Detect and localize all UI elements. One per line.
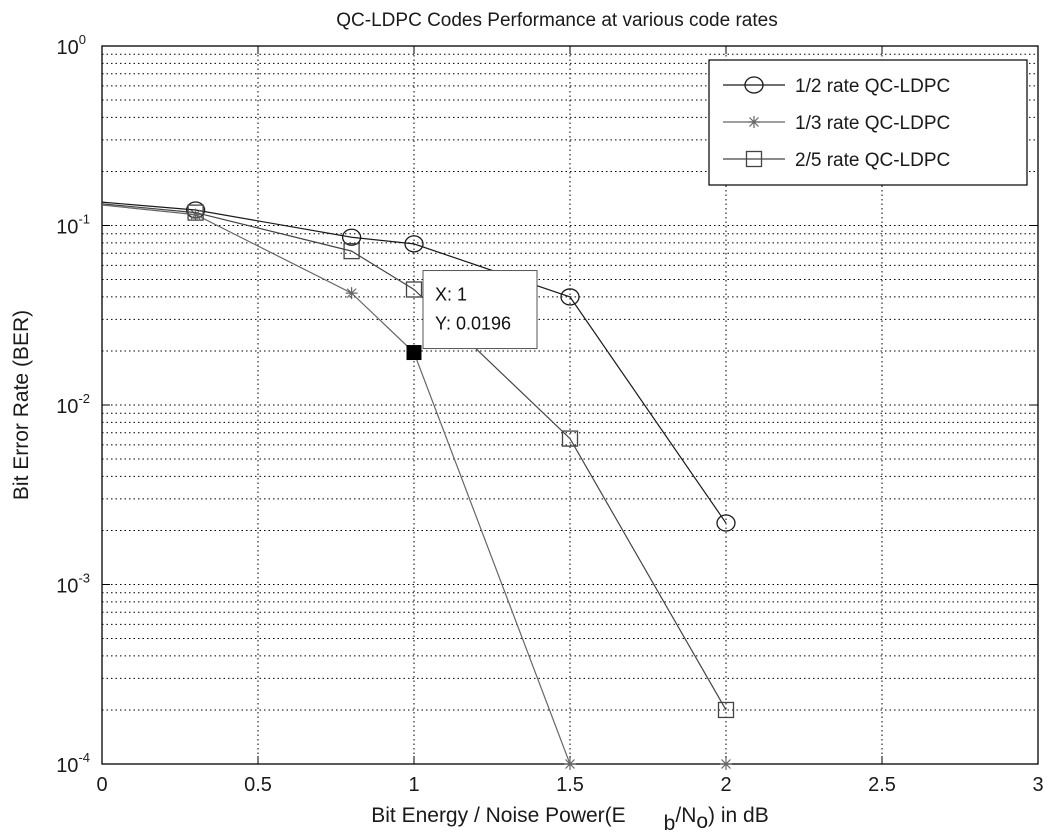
data-point — [189, 208, 202, 221]
x-axis-label-sub-o: o — [696, 810, 708, 833]
y-tick-label: 100 — [57, 32, 86, 59]
data-point — [716, 514, 736, 532]
legend-marker — [748, 116, 760, 128]
y-tick-label: 10-2 — [56, 391, 90, 418]
series-line — [101, 203, 727, 711]
data-point — [187, 204, 204, 221]
series-3 — [101, 203, 735, 719]
x-axis-label-sub-b: b — [664, 812, 676, 835]
y-axis-label: Bit Error Rate (BER) — [10, 310, 33, 500]
y-tick-label: 10-4 — [56, 750, 90, 777]
data-point — [560, 288, 580, 306]
legend-label: 1/3 rate QC-LDPC — [795, 113, 950, 134]
data-point — [405, 281, 423, 298]
datatip[interactable]: X: 1 Y: 0.0196 — [406, 270, 538, 361]
data-point — [720, 758, 732, 770]
data-point — [717, 701, 735, 719]
datatip-point-marker — [406, 345, 422, 361]
legend-marker — [744, 76, 764, 94]
x-axis-label: Bit Energy / Noise Power(E b/No) in dB — [371, 804, 769, 835]
series — [101, 201, 736, 770]
legend: 1/2 rate QC-LDPC 1/3 rate QC-LDPC 2/5 rate… — [708, 59, 1028, 186]
datatip-x-text: X: 1 — [435, 285, 467, 305]
x-axis-label-prefix: Bit Energy / Noise Power(E — [371, 804, 625, 827]
x-tick-label: 3 — [1032, 774, 1043, 796]
axis-ticks: 0 0.5 1 1.5 2 2.5 3 100 10-1 10-2 10-3 10-4 — [56, 32, 1043, 796]
data-point — [345, 287, 358, 300]
x-tick-label: 1.5 — [556, 774, 584, 796]
legend-label: 1/2 rate QC-LDPC — [795, 76, 950, 97]
x-tick-label: 2.5 — [868, 774, 896, 796]
datatip-y-text: Y: 0.0196 — [435, 314, 511, 334]
chart-title: QC-LDPC Codes Performance at various cod… — [336, 10, 777, 31]
series-line — [101, 201, 727, 524]
legend-marker — [745, 150, 763, 168]
legend-label: 2/5 rate QC-LDPC — [795, 150, 950, 171]
data-point — [564, 758, 576, 770]
y-tick-label: 10-3 — [56, 571, 90, 598]
data-point — [343, 242, 360, 260]
x-tick-label: 0 — [96, 774, 107, 796]
datatip-box[interactable] — [422, 270, 538, 350]
series-2 — [101, 204, 576, 770]
x-axis-label-mid: /N — [675, 804, 696, 827]
data-point — [341, 228, 362, 246]
y-tick-label: 10-1 — [56, 212, 90, 239]
x-axis-label-suffix: ) in dB — [708, 804, 769, 827]
x-tick-label: 2 — [720, 774, 731, 796]
data-point — [404, 235, 424, 253]
x-tick-label: 0.5 — [244, 774, 272, 796]
x-tick-label: 1 — [408, 774, 419, 796]
data-point — [561, 430, 579, 447]
